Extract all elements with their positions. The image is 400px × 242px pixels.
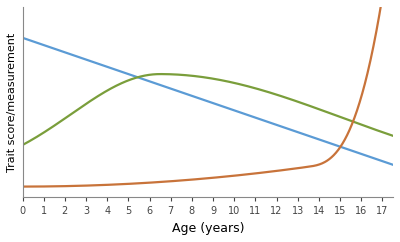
Y-axis label: Trait score/measurement: Trait score/measurement — [7, 33, 17, 172]
X-axis label: Age (years): Age (years) — [172, 222, 244, 235]
